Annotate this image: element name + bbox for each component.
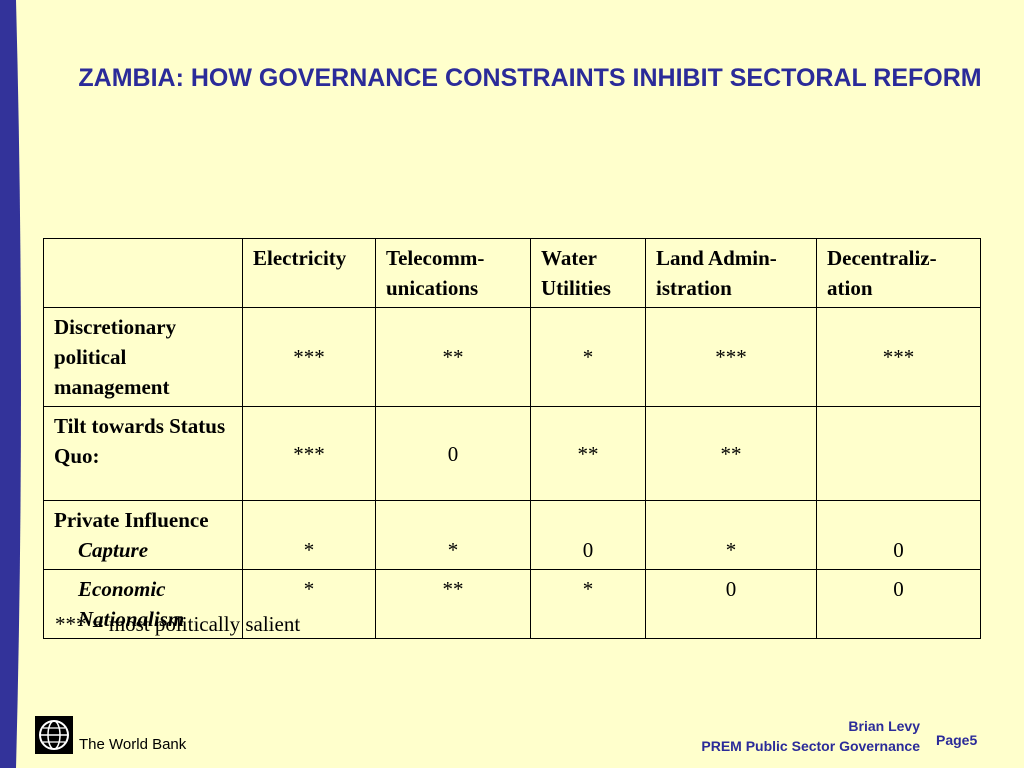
slide-title: ZAMBIA: HOW GOVERNANCE CONSTRAINTS INHIB… <box>78 64 982 92</box>
col-water-utilities: Water Utilities <box>530 238 646 308</box>
table-cell: * <box>645 500 817 570</box>
table-cell: *** <box>242 406 376 501</box>
table-row: Tilt towards Status Quo: *** 0 ** ** <box>43 406 981 501</box>
corner-cell <box>43 238 243 308</box>
table-cell: 0 <box>530 500 646 570</box>
table-cell: * <box>242 500 376 570</box>
footer-author-block: Brian Levy PREM Public Sector Governance <box>701 716 920 756</box>
table-cell: *** <box>816 307 981 407</box>
page-number: Page5 <box>936 732 978 748</box>
sidebar-band <box>0 0 16 768</box>
table-cell: 0 <box>816 500 981 570</box>
row-label: Tilt towards Status Quo: <box>43 406 243 501</box>
row-label: Economic Nationalism <box>43 569 243 639</box>
table-cell: 0 <box>645 569 817 639</box>
footer-unit: PREM Public Sector Governance <box>701 738 920 754</box>
row-label: Discretionary political management <box>43 307 243 407</box>
table-cell: * <box>530 569 646 639</box>
col-telecommunications: Telecomm-unications <box>375 238 531 308</box>
row-sublabel: Capture <box>78 538 149 562</box>
col-land-administration: Land Admin-istration <box>645 238 817 308</box>
table-cell: *** <box>645 307 817 407</box>
col-decentralization: Decentraliz-ation <box>816 238 981 308</box>
footer-brand: The World Bank <box>79 736 187 753</box>
table-cell: ** <box>375 307 531 407</box>
table-cell: ** <box>645 406 817 501</box>
sidebar-curve <box>16 0 21 768</box>
table-cell: 0 <box>816 569 981 639</box>
table-row: Economic Nationalism * ** * 0 0 <box>43 569 981 639</box>
header-row: Electricity Telecomm-unications Water Ut… <box>43 238 981 308</box>
table-cell: * <box>530 307 646 407</box>
row-label: Private Influence Capture <box>43 500 243 570</box>
table-cell: ** <box>375 569 531 639</box>
col-electricity: Electricity <box>242 238 376 308</box>
table-cell: * <box>242 569 376 639</box>
table-cell <box>816 406 981 501</box>
world-bank-globe-icon <box>35 716 73 754</box>
table-cell: *** <box>242 307 376 407</box>
table-cell: 0 <box>375 406 531 501</box>
table-row: Discretionary political management *** *… <box>43 307 981 407</box>
governance-table: Electricity Telecomm-unications Water Ut… <box>43 238 981 639</box>
salience-note: *** = most politically salient <box>55 612 301 636</box>
table-row: Private Influence Capture * * 0 * 0 <box>43 500 981 570</box>
table-cell: * <box>375 500 531 570</box>
row-label-main: Private Influence <box>54 508 209 532</box>
footer-author: Brian Levy <box>848 718 920 734</box>
table-cell: ** <box>530 406 646 501</box>
row-sublabel: Economic Nationalism <box>78 577 185 631</box>
